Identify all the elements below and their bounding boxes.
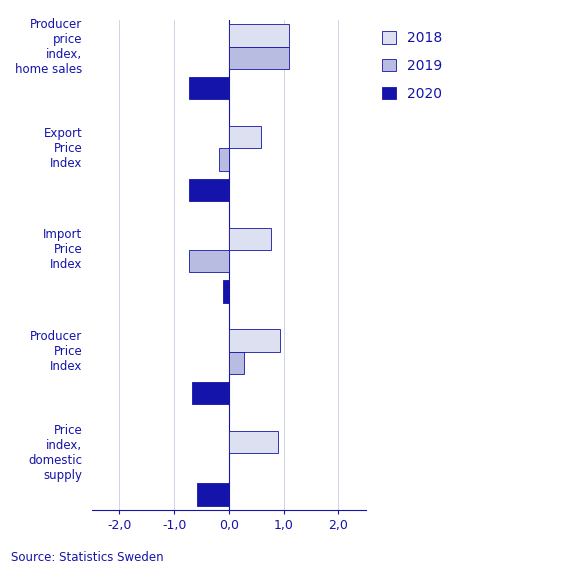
Bar [192,382,229,404]
Bar [219,148,229,171]
Bar [229,25,289,47]
Bar [189,77,229,99]
Bar [189,178,229,201]
Bar [197,483,229,506]
Bar [229,126,261,148]
Bar [229,352,244,374]
Legend: 2018, 2019, 2020: 2018, 2019, 2020 [378,27,447,105]
Bar [189,250,229,272]
Bar [223,280,229,303]
Bar [229,329,280,352]
Bar [229,431,278,453]
Bar [229,47,289,69]
Bar [229,227,272,250]
Text: Source: Statistics Sweden: Source: Statistics Sweden [11,551,164,564]
